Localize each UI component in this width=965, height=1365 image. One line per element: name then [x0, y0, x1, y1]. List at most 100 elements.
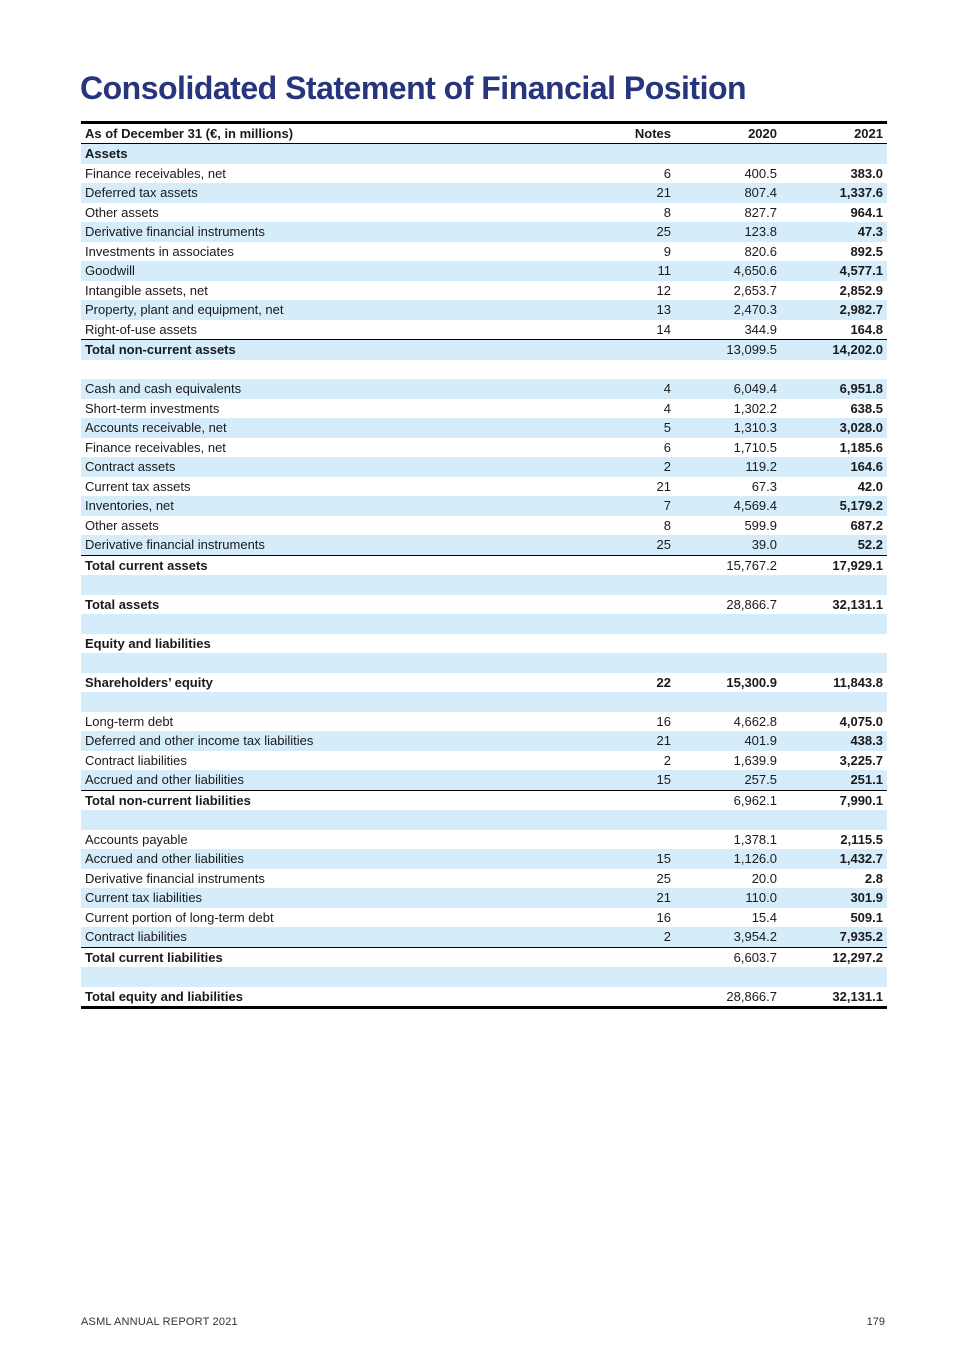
row-label: Total current liabilities	[81, 946, 581, 967]
row-value-2020: 123.8	[675, 222, 781, 242]
row-value-2020: 110.0	[675, 888, 781, 908]
row-label	[81, 810, 581, 830]
row-notes	[581, 554, 675, 575]
row-notes: 5	[581, 418, 675, 438]
row-notes: 14	[656, 321, 671, 337]
row-notes	[581, 653, 675, 673]
table-row: Total assets 28,866.7 32,131.1	[81, 595, 887, 615]
row-value-2021: 1,337.6	[781, 183, 887, 203]
row-value-2021: 964.1	[850, 204, 883, 220]
row-value-2020: 820.6	[744, 243, 777, 259]
row-label: Contract liabilities	[81, 927, 581, 947]
row-label: Short-term investments	[85, 400, 220, 416]
row-label: Property, plant and equipment, net	[81, 300, 581, 320]
row-value-2020: 599.9	[744, 517, 777, 533]
table-row: Other assets 8 599.9 687.2	[81, 516, 887, 536]
row-value-2020: 15,300.9	[726, 674, 777, 690]
row-value-2020: 67.3	[751, 478, 777, 494]
row-value-2021: 1,432.7	[781, 849, 887, 869]
row-notes: 21	[581, 183, 675, 203]
row-value-2020: 1,378.1	[733, 831, 777, 847]
row-label: Finance receivables, net	[85, 439, 226, 455]
row-notes	[581, 143, 675, 164]
row-notes: 16	[656, 909, 671, 925]
row-value-2020: 2,470.3	[675, 300, 781, 320]
row-notes	[581, 595, 675, 615]
row-notes: 25	[581, 535, 675, 555]
row-notes	[581, 830, 675, 850]
row-notes	[581, 634, 675, 654]
row-value-2020: 344.9	[744, 321, 777, 337]
header-year-2020: 2020	[748, 126, 777, 141]
row-label: Investments in associates	[85, 243, 234, 259]
table-row: Assets	[81, 143, 887, 164]
row-value-2021	[781, 653, 887, 673]
row-value-2021: 7,935.2	[781, 927, 887, 947]
row-notes	[581, 692, 675, 712]
row-label: Total current assets	[81, 554, 581, 575]
table-row: Total non-current assets 13,099.5 14,202.0	[81, 339, 887, 360]
table-row: Cash and cash equivalents 4 6,049.4 6,951.8	[81, 379, 887, 399]
table-row	[81, 810, 887, 830]
row-value-2021: 3,028.0	[781, 418, 887, 438]
table-row: Deferred and other income tax liabilitie…	[81, 731, 887, 751]
row-value-2021: 11,843.8	[833, 674, 883, 690]
row-notes	[581, 987, 675, 1008]
row-value-2020	[675, 634, 781, 654]
header-year-2021: 2021	[854, 126, 883, 141]
row-value-2021: 383.0	[850, 165, 883, 181]
row-value-2020	[675, 575, 781, 595]
row-value-2021: 4,075.0	[839, 713, 883, 729]
row-value-2021: 164.6	[781, 457, 887, 477]
table-row: Derivative financial instruments 25 39.0 52…	[81, 535, 887, 555]
row-value-2020: 401.9	[675, 731, 781, 751]
row-label	[81, 575, 581, 595]
row-value-2021: 509.1	[850, 909, 883, 925]
table-header-row: As of December 31 (€, in millions) Notes…	[81, 122, 887, 144]
row-value-2020: 6,049.4	[675, 379, 781, 399]
row-value-2021: 14,202.0	[781, 339, 887, 360]
row-value-2021: 2.8	[864, 870, 883, 886]
row-notes: 16	[656, 713, 671, 729]
row-value-2021: 12,297.2	[781, 946, 887, 967]
row-value-2021: 6,951.8	[781, 379, 887, 399]
page-title: Consolidated Statement of Financial Posi…	[80, 70, 747, 106]
table-row: Shareholders’ equity 22 15,300.9 11,843.8	[81, 673, 887, 693]
row-notes	[581, 360, 675, 380]
table-row: Right-of-use assets 14 344.9 164.8	[81, 320, 887, 340]
table-row	[81, 653, 887, 673]
row-notes: 6	[663, 439, 671, 455]
row-value-2020: 1,310.3	[675, 418, 781, 438]
row-value-2020: 28,866.7	[726, 988, 777, 1004]
row-value-2020: 807.4	[675, 183, 781, 203]
row-value-2020: 3,954.2	[675, 927, 781, 947]
row-label: Intangible assets, net	[85, 282, 208, 298]
row-label: Accrued and other liabilities	[81, 849, 581, 869]
table-row: Accrued and other liabilities 15 1,126.0 1,…	[81, 849, 887, 869]
row-value-2020: 39.0	[675, 535, 781, 555]
row-value-2021	[781, 614, 887, 634]
table-row: Intangible assets, net 12 2,653.7 2,852.9	[81, 281, 887, 301]
row-value-2020: 4,662.8	[733, 713, 777, 729]
row-notes: 21	[656, 478, 671, 494]
table-row: Total equity and liabilities 28,866.7 32,1…	[81, 987, 887, 1008]
row-notes: 13	[581, 300, 675, 320]
table-row: Total current assets 15,767.2 17,929.1	[81, 554, 887, 575]
row-notes: 25	[581, 222, 675, 242]
row-label: Shareholders’ equity	[85, 674, 213, 690]
row-value-2021: 2,852.9	[839, 282, 883, 298]
table-row: Accounts receivable, net 5 1,310.3 3,028.0	[81, 418, 887, 438]
row-notes: 2	[581, 927, 675, 947]
row-notes: 21	[581, 731, 675, 751]
header-label: As of December 31 (€, in millions)	[85, 126, 294, 141]
row-value-2020: 15,767.2	[675, 554, 781, 575]
row-label: Other assets	[85, 204, 159, 220]
row-label	[81, 360, 581, 380]
table-row	[81, 575, 887, 595]
row-value-2021: 4,577.1	[781, 261, 887, 281]
row-label: Derivative financial instruments	[81, 222, 581, 242]
row-label: Assets	[81, 143, 581, 164]
footer-page-number: 179	[866, 1316, 885, 1328]
row-value-2021	[781, 634, 887, 654]
row-value-2021: 5,179.2	[781, 496, 887, 516]
